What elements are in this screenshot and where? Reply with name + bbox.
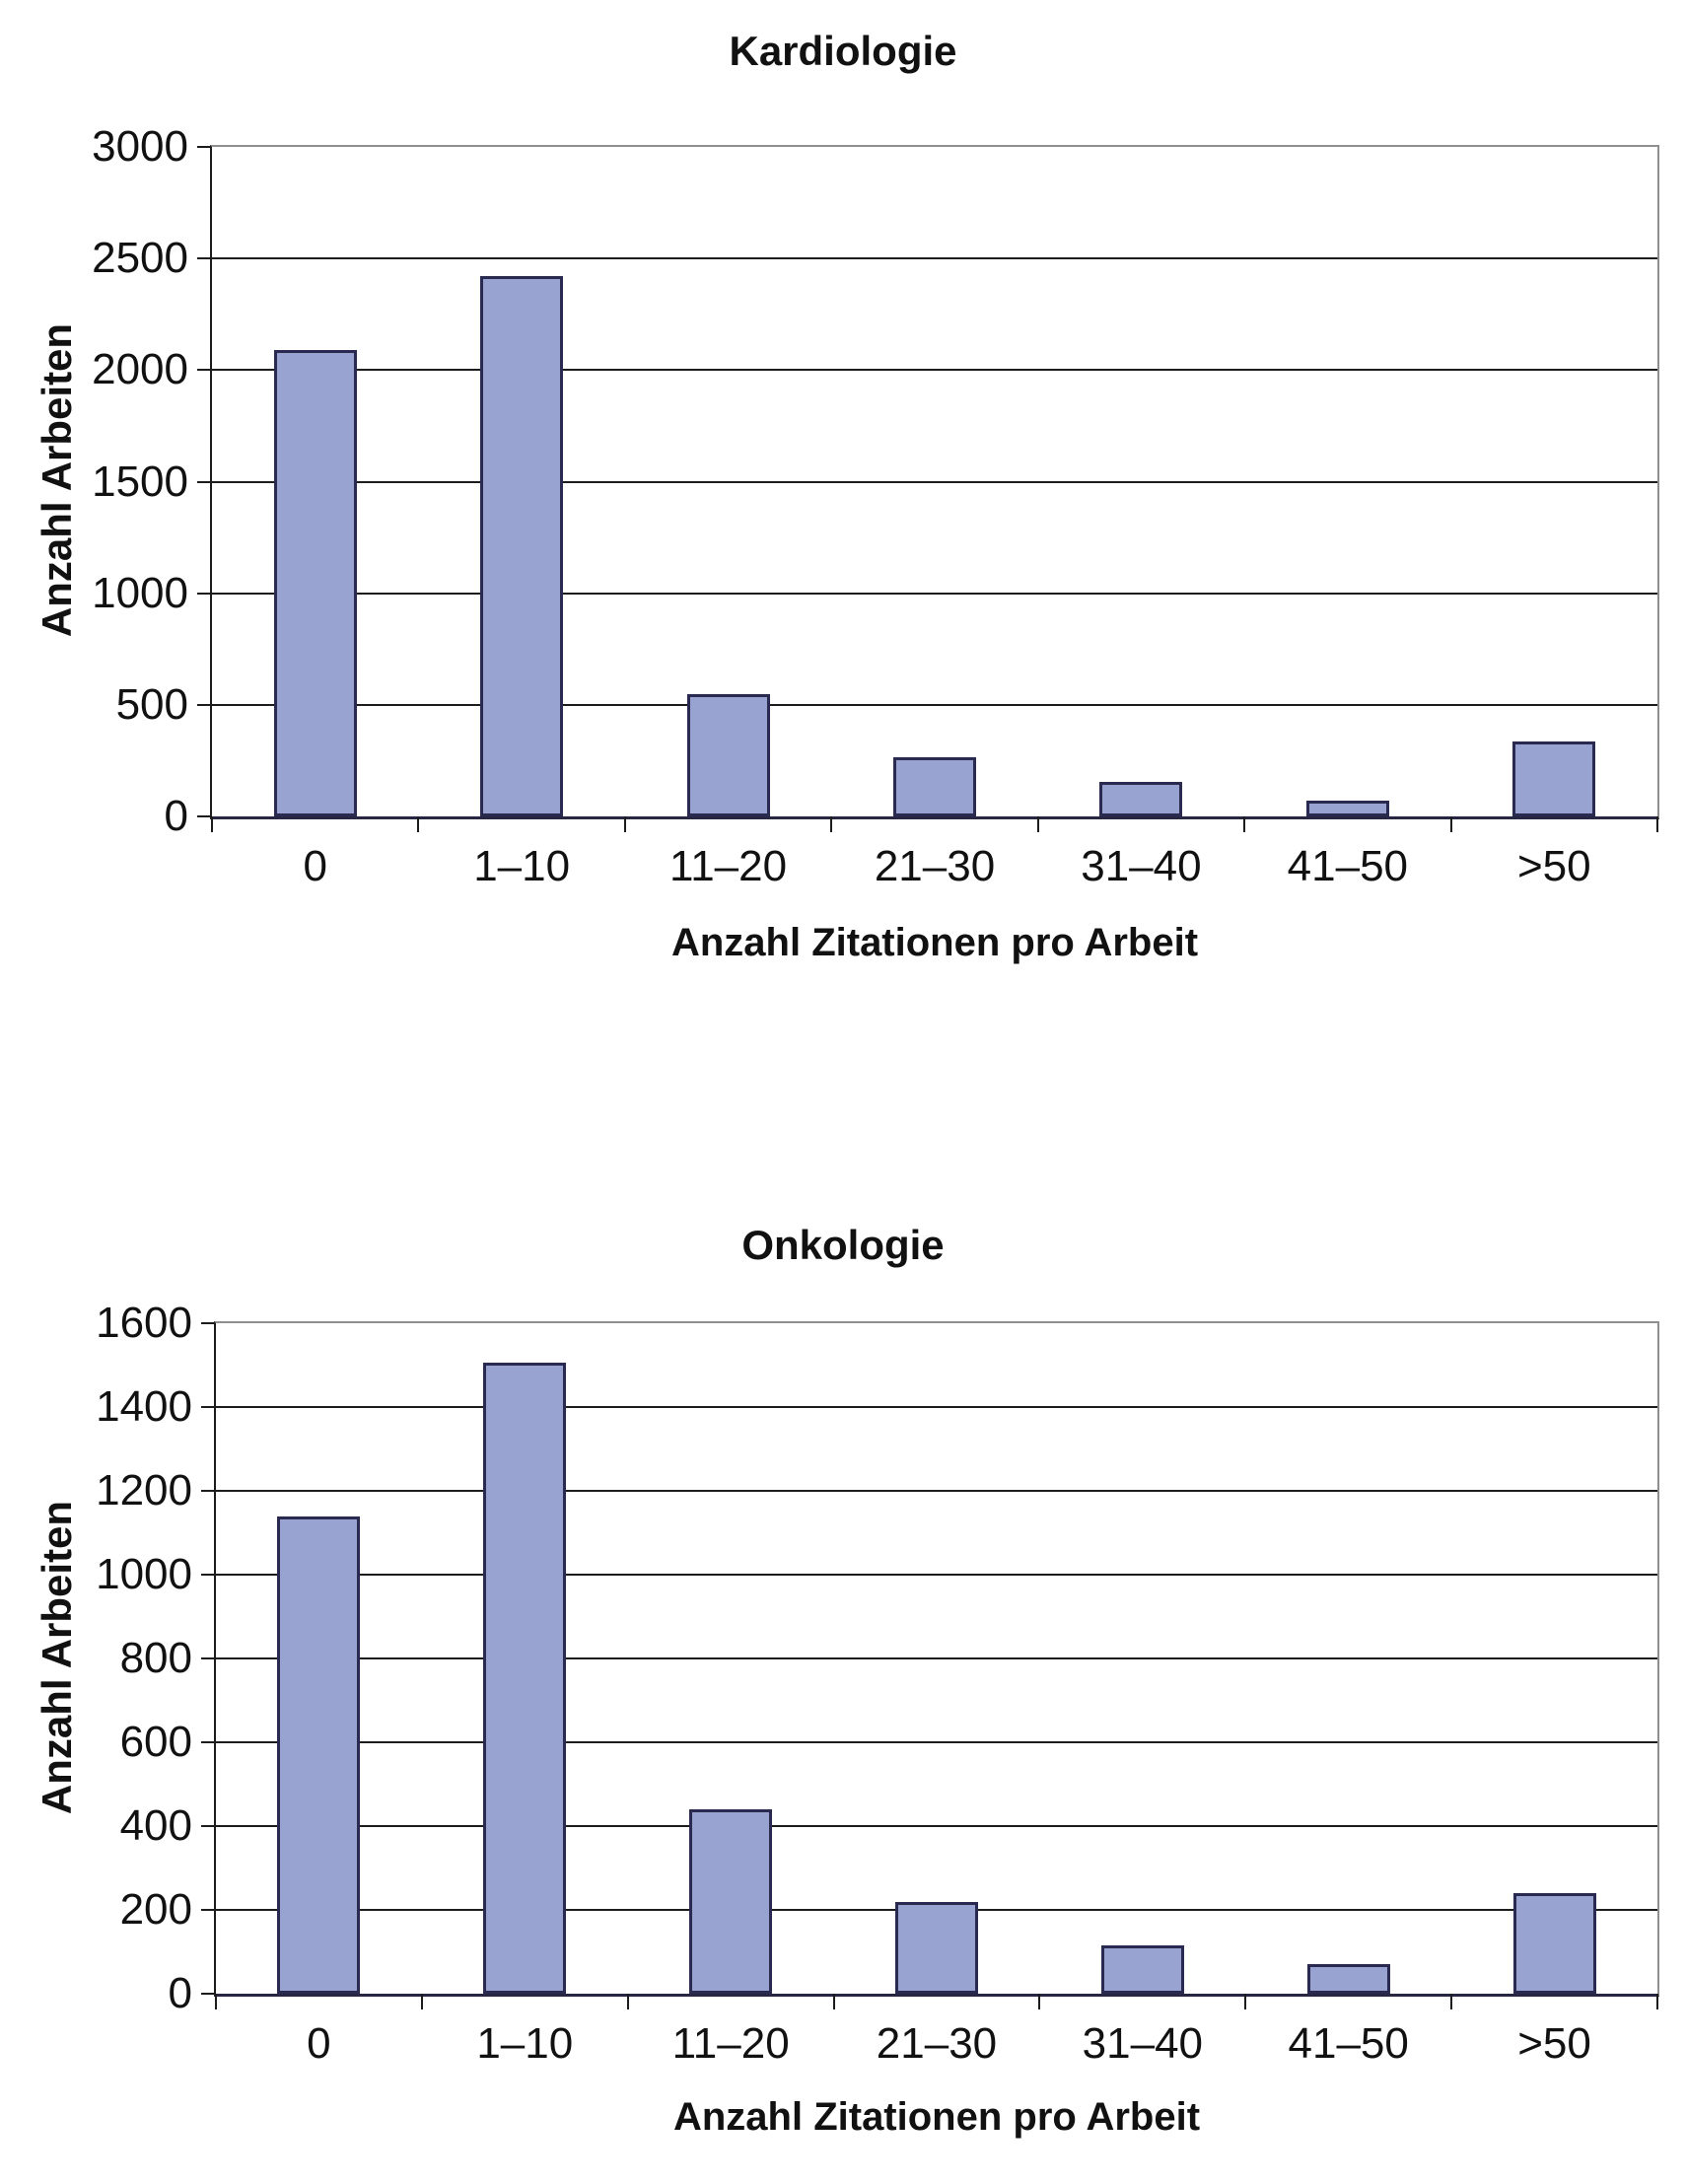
y-axis-tick-label: 1500 bbox=[92, 457, 188, 506]
chart-title: Kardiologie bbox=[729, 28, 957, 74]
gridline bbox=[212, 592, 1657, 595]
gridline bbox=[216, 1490, 1657, 1492]
bar-41–50 bbox=[1305, 801, 1389, 816]
x-axis-category-label: 0 bbox=[307, 2019, 331, 2068]
x-axis-title: Anzahl Zitationen pro Arbeit bbox=[672, 2095, 1201, 2139]
y-axis-tick bbox=[201, 1741, 214, 1743]
gridline bbox=[216, 1825, 1657, 1827]
gridline bbox=[212, 369, 1657, 372]
x-axis-tick bbox=[830, 816, 833, 832]
x-axis-tick bbox=[1243, 816, 1246, 832]
x-axis-category-label: >50 bbox=[1516, 842, 1591, 890]
gridline bbox=[216, 1406, 1657, 1408]
y-axis-tick-label: 400 bbox=[119, 1801, 192, 1850]
bar-41–50 bbox=[1306, 1964, 1390, 1994]
bar-31–40 bbox=[1099, 781, 1183, 816]
bar-0 bbox=[273, 349, 357, 816]
x-axis-tick bbox=[420, 1994, 423, 2009]
y-axis-tick bbox=[201, 1490, 214, 1492]
gridline bbox=[212, 257, 1657, 260]
bar->50 bbox=[1512, 741, 1596, 816]
y-axis-tick bbox=[201, 1993, 214, 1995]
y-axis-tick-label: 800 bbox=[119, 1634, 192, 1682]
bar-1–10 bbox=[480, 276, 564, 816]
x-axis-tick bbox=[1244, 1994, 1247, 2009]
y-axis-tick bbox=[201, 1406, 214, 1408]
x-axis-tick bbox=[1656, 816, 1658, 832]
x-axis-category-label: 0 bbox=[303, 842, 327, 890]
x-axis-category-label: >50 bbox=[1517, 2019, 1591, 2068]
gridline bbox=[216, 1657, 1657, 1659]
y-axis-tick bbox=[197, 703, 210, 706]
x-axis-category-label: 21–30 bbox=[874, 842, 996, 890]
x-axis-tick bbox=[623, 816, 626, 832]
y-axis-tick bbox=[197, 369, 210, 372]
x-axis-tick bbox=[832, 1994, 835, 2009]
gridline bbox=[212, 703, 1657, 706]
bar-21–30 bbox=[895, 1901, 978, 1994]
y-axis-tick-label: 2500 bbox=[92, 234, 188, 283]
x-axis-tick bbox=[1036, 816, 1039, 832]
y-axis-tick-label: 3000 bbox=[92, 122, 188, 171]
bar-31–40 bbox=[1100, 1945, 1184, 1994]
bar-1–10 bbox=[483, 1363, 567, 1994]
y-axis-tick bbox=[197, 815, 210, 817]
y-axis-tick-label: 600 bbox=[119, 1718, 192, 1766]
gridline bbox=[216, 1741, 1657, 1743]
x-axis-category-label: 11–20 bbox=[671, 2019, 790, 2068]
gridline bbox=[216, 1574, 1657, 1576]
y-axis-tick bbox=[197, 257, 210, 260]
y-axis-tick bbox=[201, 1657, 214, 1659]
x-axis-category-label: 31–40 bbox=[1082, 2019, 1204, 2068]
y-axis-tick bbox=[201, 1574, 214, 1576]
gridline bbox=[212, 480, 1657, 483]
x-axis-category-label: 41–50 bbox=[1287, 842, 1409, 890]
y-axis-tick-label: 1200 bbox=[96, 1466, 192, 1515]
chart-title: Onkologie bbox=[741, 1222, 945, 1268]
y-axis-tick-label: 200 bbox=[119, 1885, 192, 1934]
y-axis-tick-label: 0 bbox=[168, 1969, 192, 2017]
x-axis-tick bbox=[215, 1994, 217, 2009]
x-axis-tick bbox=[211, 816, 213, 832]
y-axis-title: Anzahl Arbeiten bbox=[34, 322, 80, 638]
x-axis-category-label: 41–50 bbox=[1288, 2019, 1409, 2068]
bar-21–30 bbox=[893, 757, 976, 816]
x-axis-tick bbox=[626, 1994, 629, 2009]
bar-11–20 bbox=[689, 1809, 773, 1994]
y-axis-tick-label: 1000 bbox=[92, 568, 188, 617]
x-axis-tick bbox=[1449, 816, 1452, 832]
x-axis-tick bbox=[1656, 1994, 1658, 2009]
y-axis-tick bbox=[197, 592, 210, 595]
plot-area: 0 200 400 600 800 1000 1200 1400 1600 0 1–10 11–20 2… bbox=[96, 1299, 1659, 2068]
x-axis-tick bbox=[417, 816, 420, 832]
y-axis-tick bbox=[201, 1322, 214, 1324]
y-axis-tick-label: 1000 bbox=[96, 1550, 192, 1598]
y-axis-tick-label: 2000 bbox=[92, 345, 188, 394]
y-axis-tick bbox=[197, 146, 210, 148]
x-axis-category-label: 1–10 bbox=[476, 2019, 574, 2068]
x-axis-tick bbox=[1038, 1994, 1041, 2009]
y-axis-tick bbox=[197, 480, 210, 483]
x-axis-title: Anzahl Zitationen pro Arbeit bbox=[670, 921, 1199, 964]
bar->50 bbox=[1512, 1893, 1596, 1994]
y-axis-tick-label: 1600 bbox=[96, 1299, 192, 1347]
x-axis-category-label: 31–40 bbox=[1081, 842, 1202, 890]
plot-area: 0 500 1000 1500 2000 2500 3000 0 1–10 11–20 21–30 3… bbox=[92, 122, 1659, 890]
y-axis-tick-label: 500 bbox=[115, 679, 188, 729]
bar-11–20 bbox=[686, 693, 770, 816]
x-axis-category-label: 21–30 bbox=[876, 2019, 998, 2068]
y-axis-tick bbox=[201, 1825, 214, 1827]
y-axis-tick-label: 0 bbox=[164, 792, 188, 840]
y-axis-title: Anzahl Arbeiten bbox=[34, 1500, 80, 1815]
x-axis-tick bbox=[1450, 1994, 1453, 2009]
bar-0 bbox=[277, 1515, 361, 1994]
x-axis-category-label: 11–20 bbox=[669, 842, 788, 890]
y-axis-tick bbox=[201, 1909, 214, 1911]
y-axis-tick-label: 1400 bbox=[96, 1382, 192, 1431]
x-axis-category-label: 1–10 bbox=[473, 842, 571, 890]
